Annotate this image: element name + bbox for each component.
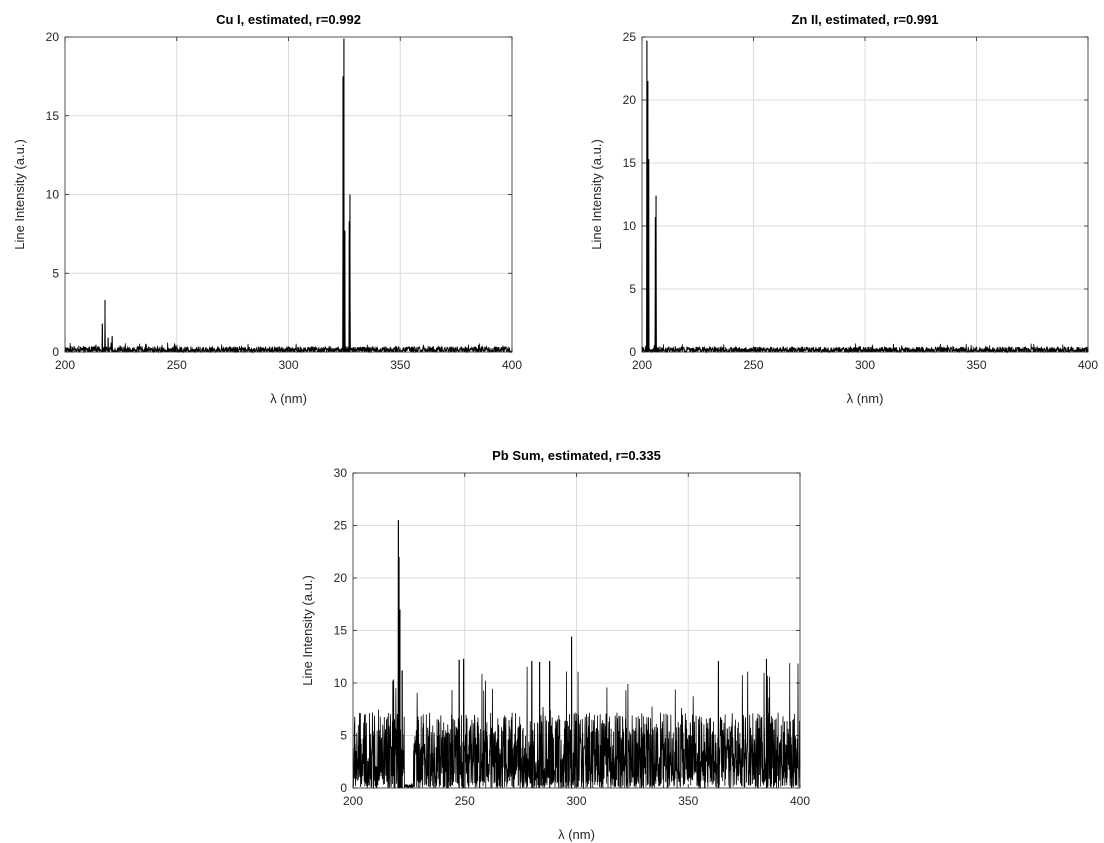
- y-tick-label: 20: [623, 93, 637, 107]
- x-tick-label: 200: [55, 358, 75, 372]
- subplot-2: 200 250 300 350 400 0 5 10 15 20 25 Zn II, estimate…: [589, 12, 1098, 406]
- chart-title: Zn II, estimated, r=0.991: [791, 12, 938, 27]
- x-axis-label: λ (nm): [270, 391, 307, 406]
- y-tick-label: 10: [623, 219, 637, 233]
- x-tick-label: 200: [343, 794, 363, 808]
- y-tick-label: 5: [52, 266, 59, 280]
- x-tick-label: 350: [390, 358, 410, 372]
- y-tick-label: 25: [623, 30, 637, 44]
- x-tick-label: 300: [855, 358, 875, 372]
- y-tick-label: 30: [334, 466, 348, 480]
- y-tick-label: 25: [334, 519, 348, 533]
- chart-title: Pb Sum, estimated, r=0.335: [492, 448, 661, 463]
- chart-title: Cu I, estimated, r=0.992: [216, 12, 361, 27]
- x-tick-label: 250: [743, 358, 763, 372]
- spectrum-line: [352, 520, 801, 790]
- x-tick-label: 400: [502, 358, 522, 372]
- x-axis-label: λ (nm): [847, 391, 884, 406]
- x-tick-label: 350: [966, 358, 986, 372]
- y-tick-label: 5: [340, 729, 347, 743]
- x-tick-label: 200: [632, 358, 652, 372]
- y-tick-label: 5: [629, 282, 636, 296]
- y-tick-label: 0: [52, 345, 59, 359]
- x-tick-label: 300: [566, 794, 586, 808]
- y-tick-label: 10: [334, 676, 348, 690]
- x-tick-label: 250: [455, 794, 475, 808]
- y-axis-label: Line Intensity (a.u.): [12, 139, 27, 250]
- subplot-3: 200 250 300 350 400 0 5 10 15 20 25 30 Pb Sum, estim…: [300, 448, 810, 842]
- y-axis-label: Line Intensity (a.u.): [300, 575, 315, 686]
- subplot-1: 200 250 300 350 400 0 5 10 15 20 Cu I, estimated, …: [12, 12, 522, 406]
- y-tick-label: 10: [46, 188, 60, 202]
- y-axis-label: Line Intensity (a.u.): [589, 139, 604, 250]
- x-tick-label: 400: [1078, 358, 1098, 372]
- y-tick-label: 15: [623, 156, 637, 170]
- spectrum-line: [64, 38, 513, 354]
- y-tick-label: 0: [340, 781, 347, 795]
- x-axis-label: λ (nm): [558, 827, 595, 842]
- x-tick-label: 400: [790, 794, 810, 808]
- y-tick-label: 15: [46, 109, 60, 123]
- y-tick-label: 20: [334, 571, 348, 585]
- y-tick-label: 20: [46, 30, 60, 44]
- x-tick-label: 300: [278, 358, 298, 372]
- y-tick-label: 0: [629, 345, 636, 359]
- y-tick-label: 15: [334, 624, 348, 638]
- x-tick-label: 250: [167, 358, 187, 372]
- x-tick-label: 350: [678, 794, 698, 808]
